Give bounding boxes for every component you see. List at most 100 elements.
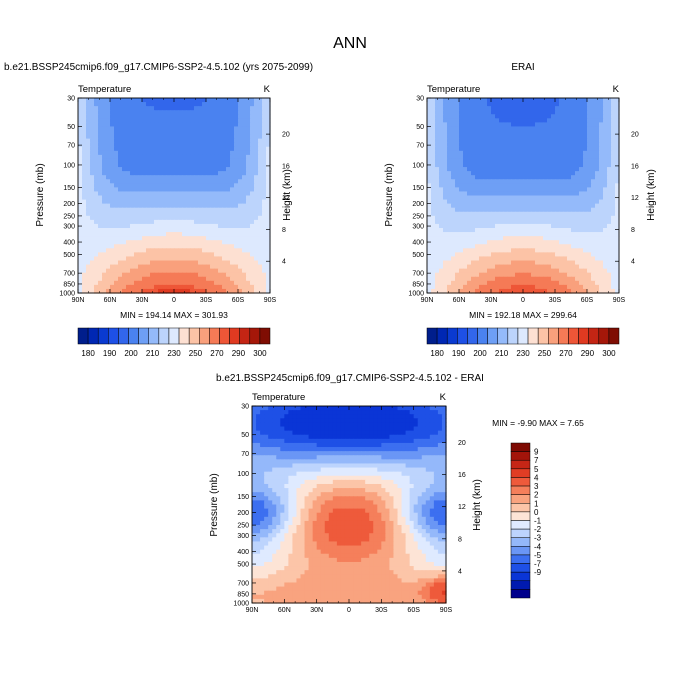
obs-field-cell	[571, 236, 576, 241]
obs-field-cell	[575, 284, 580, 290]
obs-field-cell	[427, 288, 432, 294]
model-field-cell	[110, 122, 115, 128]
model-field-cell	[226, 167, 231, 172]
model-field-cell	[122, 110, 127, 115]
model-field-cell	[114, 248, 119, 253]
obs-field-cell	[575, 110, 580, 115]
model-field-cell	[250, 171, 255, 176]
model-field-cell	[206, 244, 211, 249]
model-field-cell	[206, 272, 211, 278]
obs-field-cell	[567, 280, 572, 286]
obs-field-cell	[475, 110, 480, 115]
model-field-cell	[162, 219, 167, 225]
model-field-cell	[86, 223, 91, 229]
obs-field-cell	[451, 219, 456, 225]
model-field-cell	[210, 134, 215, 140]
obs-field-cell	[447, 240, 452, 245]
obs-field-cell	[543, 171, 548, 176]
obs-field-cell	[587, 171, 592, 176]
obs-field-cell	[451, 207, 456, 213]
obs-field-cell	[543, 118, 548, 123]
model-field-cell	[114, 236, 119, 241]
obs-field-cell	[511, 179, 516, 184]
obs-field-cell	[519, 175, 524, 180]
model-field-cell	[102, 142, 107, 148]
model-field-cell	[182, 118, 187, 123]
obs-field-cell	[611, 211, 616, 217]
model-y2-tick-label: 8	[282, 227, 286, 234]
obs-field-cell	[519, 191, 524, 197]
model-field-cell	[250, 146, 255, 152]
obs-colorbar-label: 230	[516, 349, 530, 358]
obs-field-cell	[443, 138, 448, 144]
model-field-cell	[266, 106, 271, 111]
obs-field-cell	[535, 142, 540, 148]
obs-field-cell	[571, 248, 576, 253]
model-field-cell	[186, 280, 191, 286]
obs-field-cell	[539, 195, 544, 201]
obs-field-cell	[443, 199, 448, 205]
model-field-cell	[194, 288, 199, 294]
obs-field-cell	[467, 276, 472, 282]
model-field-cell	[266, 272, 271, 278]
obs-field-cell	[603, 223, 608, 229]
model-field-cell	[254, 158, 259, 164]
obs-field-cell	[495, 118, 500, 123]
obs-field-cell	[503, 215, 508, 221]
obs-field-cell	[591, 228, 596, 233]
model-field-cell	[218, 102, 223, 107]
model-field-cell	[190, 167, 195, 172]
model-field-cell	[170, 130, 175, 136]
model-field-cell	[106, 276, 111, 282]
model-field-cell	[226, 138, 231, 144]
obs-field-cell	[555, 232, 560, 237]
obs-field-cell	[495, 179, 500, 184]
model-field-cell	[102, 118, 107, 123]
model-field-cell	[258, 98, 263, 103]
obs-field-cell	[579, 163, 584, 168]
obs-field-cell	[455, 207, 460, 213]
obs-field-cell	[515, 264, 520, 270]
model-field-cell	[102, 236, 107, 241]
obs-field-cell	[487, 158, 492, 164]
obs-field-cell	[479, 142, 484, 148]
obs-field-cell	[479, 252, 484, 258]
model-field-cell	[210, 236, 215, 241]
obs-field-cell	[511, 118, 516, 123]
model-field-cell	[242, 191, 247, 197]
model-field-cell	[102, 146, 107, 152]
model-field-cell	[86, 134, 91, 140]
obs-field-cell	[527, 276, 532, 282]
obs-field-cell	[515, 122, 520, 128]
model-field-cell	[118, 183, 123, 188]
obs-field-cell	[611, 138, 616, 144]
obs-field-cell	[511, 199, 516, 205]
model-field-cell	[118, 171, 123, 176]
model-field-cell	[130, 223, 135, 229]
obs-field-cell	[499, 122, 504, 128]
model-field-cell	[154, 203, 159, 209]
model-field-cell	[218, 284, 223, 290]
model-field-cell	[82, 203, 87, 209]
obs-field-cell	[427, 114, 432, 119]
model-field-cell	[238, 240, 243, 245]
model-field-cell	[178, 288, 183, 294]
obs-field-cell	[431, 175, 436, 180]
model-field-cell	[218, 154, 223, 160]
obs-field-cell	[587, 248, 592, 253]
obs-field-cell	[563, 191, 568, 197]
obs-field-cell	[583, 223, 588, 229]
diff-field-cell	[361, 406, 366, 411]
obs-field-cell	[447, 284, 452, 290]
obs-field-cell	[547, 191, 552, 197]
obs-field-cell	[579, 130, 584, 136]
obs-field-cell	[447, 244, 452, 249]
model-field-cell	[86, 106, 91, 111]
obs-field-cell	[531, 256, 536, 262]
model-field-cell	[154, 171, 159, 176]
obs-field-cell	[483, 244, 488, 249]
obs-field-cell	[575, 232, 580, 237]
obs-field-cell	[483, 268, 488, 274]
obs-field-cell	[463, 195, 468, 201]
obs-field-cell	[459, 179, 464, 184]
